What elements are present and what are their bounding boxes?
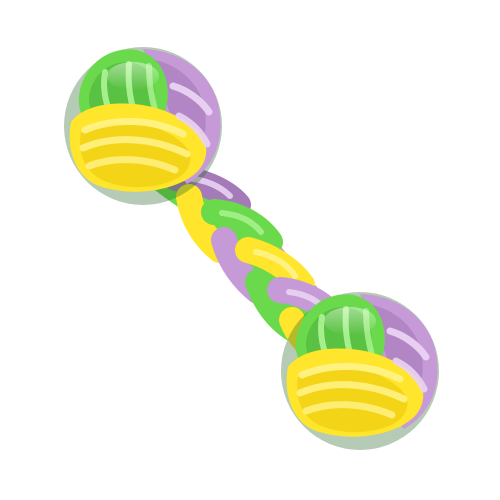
knot-yellow-stripe <box>302 401 396 419</box>
knot-yellow-stripe <box>79 136 191 158</box>
knot-purple-highlight <box>175 112 211 148</box>
knot-yellow-stripe <box>296 381 408 403</box>
rope-knot-top <box>64 47 222 205</box>
rope-knot-bottom <box>281 292 439 450</box>
rope-highlight <box>253 249 298 279</box>
rope-highlight <box>219 210 264 235</box>
knot-yellow-stripe <box>81 117 187 138</box>
knot-purple-highlight <box>386 327 430 361</box>
knot-yellow-stripe <box>298 362 404 383</box>
knot-purple-highlight <box>392 357 428 393</box>
knot-specular <box>107 62 159 90</box>
knot-purple-highlight <box>169 82 213 116</box>
knot-yellow-stripe <box>85 156 179 174</box>
knot-specular <box>324 307 376 335</box>
